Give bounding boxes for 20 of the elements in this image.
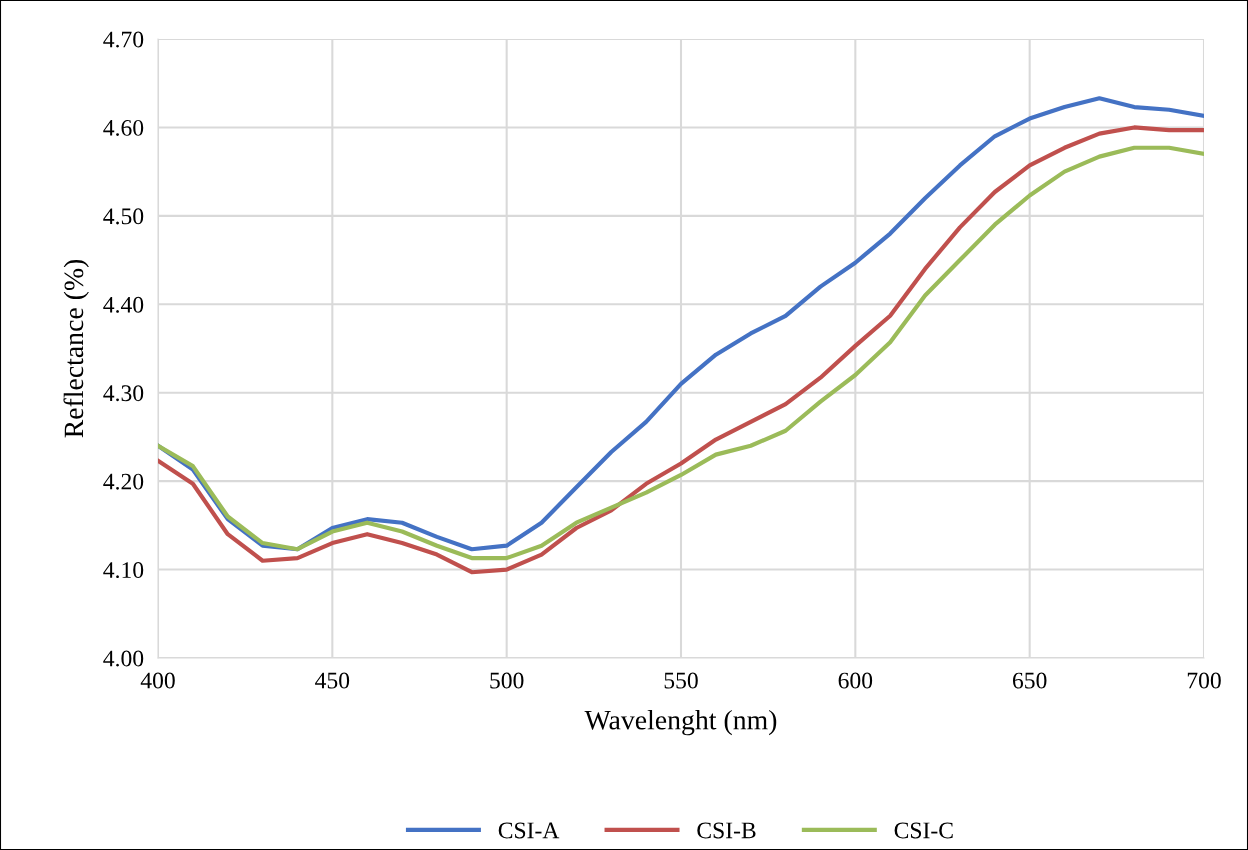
x-tick-label: 500 xyxy=(490,672,524,689)
legend-label: CSI-B xyxy=(697,822,756,839)
x-tick-label: 400 xyxy=(140,672,175,689)
y-axis-title: Reflectance (%) xyxy=(63,259,89,438)
y-tick-label: 4.60 xyxy=(103,119,144,136)
y-tick-label: 4.10 xyxy=(103,562,144,579)
x-tick-label: 450 xyxy=(315,672,350,689)
y-tick-label: 4.30 xyxy=(103,385,144,402)
x-tick-label: 600 xyxy=(838,672,873,689)
x-axis-title: Wavelenght (nm) xyxy=(584,709,777,736)
legend-label: CSI-A xyxy=(498,822,560,839)
x-tick-label: 550 xyxy=(664,672,698,689)
y-tick-label: 4.00 xyxy=(103,650,144,667)
x-tick-label: 650 xyxy=(1012,672,1047,689)
y-tick-label: 4.20 xyxy=(103,473,144,490)
y-tick-label: 4.70 xyxy=(103,31,144,48)
legend-label: CSI-C xyxy=(894,822,953,839)
y-tick-label: 4.50 xyxy=(103,208,144,225)
x-tick-label: 700 xyxy=(1187,672,1221,689)
y-tick-label: 4.40 xyxy=(103,296,144,313)
